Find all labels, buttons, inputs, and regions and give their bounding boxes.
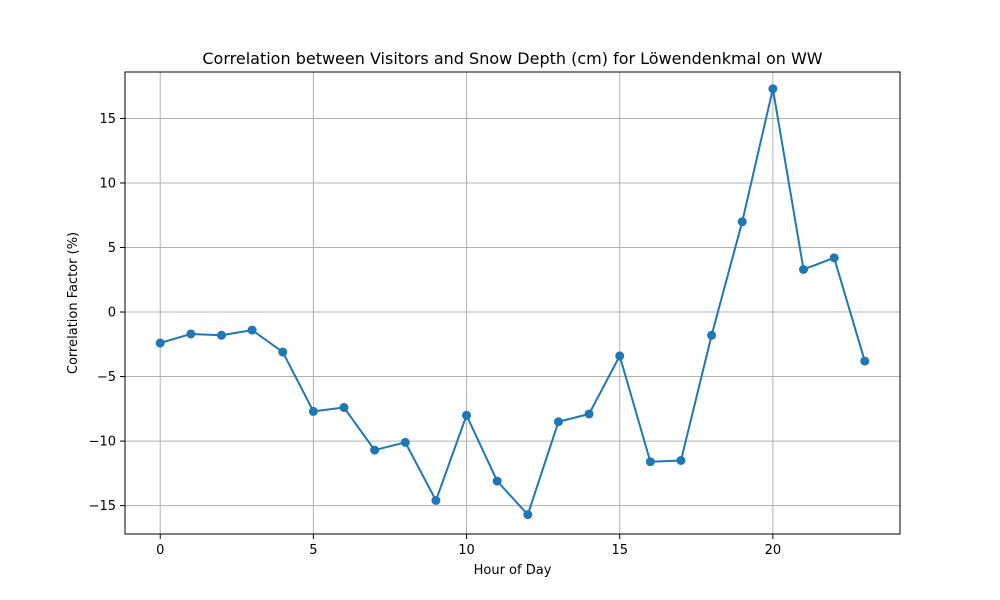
data-point	[615, 351, 625, 361]
y-tick-label: −10	[89, 435, 116, 450]
data-point	[707, 330, 717, 340]
y-tick-label: −5	[97, 370, 116, 385]
x-tick-label: 15	[611, 543, 628, 558]
data-point	[247, 325, 257, 335]
y-tick-label: 5	[108, 241, 116, 256]
data-point	[553, 417, 563, 427]
data-point	[431, 495, 441, 505]
plot-frame	[124, 71, 901, 535]
y-tick-label: 10	[99, 176, 116, 191]
series-layer	[155, 84, 870, 520]
data-point	[584, 409, 594, 419]
data-point	[155, 338, 165, 348]
data-point	[216, 330, 226, 340]
data-point	[400, 437, 410, 447]
data-point	[737, 217, 747, 227]
x-tick-label: 10	[458, 543, 475, 558]
data-point	[829, 253, 839, 263]
data-point	[278, 347, 288, 357]
data-point	[186, 329, 196, 339]
series-line	[159, 87, 866, 516]
x-tick-label: 0	[156, 543, 164, 558]
y-axis-ticks: −15 −10 −5 0 5 10 15	[89, 112, 125, 514]
data-point	[860, 356, 870, 366]
y-tick-label: 15	[99, 112, 116, 127]
data-point	[370, 445, 380, 455]
y-tick-label: −15	[89, 499, 116, 514]
data-point	[523, 510, 533, 520]
x-axis-ticks: 0 5 10 15 20	[156, 534, 781, 558]
x-axis-label: Hour of Day	[474, 563, 552, 578]
data-point	[768, 84, 778, 94]
data-point	[462, 410, 472, 420]
x-tick-label: 5	[309, 543, 317, 558]
data-point	[676, 455, 686, 465]
grid	[125, 72, 900, 534]
data-point	[799, 264, 809, 274]
data-point	[492, 476, 502, 486]
x-tick-label: 20	[765, 543, 782, 558]
chart-title: Correlation between Visitors and Snow De…	[202, 49, 822, 68]
y-axis-label: Correlation Factor (%)	[66, 232, 81, 374]
data-point	[308, 406, 318, 416]
data-point	[339, 403, 349, 413]
data-point	[645, 457, 655, 467]
y-tick-label: 0	[108, 306, 116, 321]
